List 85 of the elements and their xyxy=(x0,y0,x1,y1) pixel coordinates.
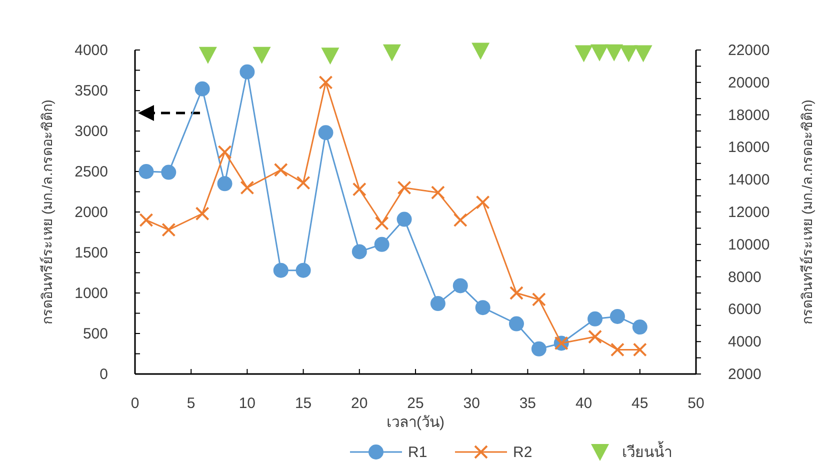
point xyxy=(198,46,217,64)
point xyxy=(632,342,647,357)
y2-tick-label: 6000 xyxy=(728,301,762,318)
point xyxy=(475,300,490,316)
point xyxy=(476,195,490,210)
y-tick-label: 500 xyxy=(82,326,108,342)
y2-tick-label: 2000 xyxy=(728,366,762,383)
point xyxy=(610,308,625,324)
point xyxy=(318,125,334,140)
x-tick-label: 10 xyxy=(238,395,256,412)
y2-tick-label: 10000 xyxy=(728,236,770,254)
legend-label: เวียนน้ำ xyxy=(622,441,672,461)
x-tick-label: 30 xyxy=(463,395,480,412)
point xyxy=(453,213,468,228)
point xyxy=(452,278,468,294)
x-tick-label: 15 xyxy=(294,395,312,412)
point xyxy=(610,342,624,357)
point xyxy=(430,296,446,312)
point xyxy=(321,48,340,65)
y2-tick-label: 18000 xyxy=(728,106,770,124)
point xyxy=(590,44,609,62)
point xyxy=(194,81,210,96)
point xyxy=(574,45,593,62)
y2-tick-label: 20000 xyxy=(728,74,770,92)
x-tick-label: 50 xyxy=(688,395,704,412)
x-tick-label: 25 xyxy=(407,395,424,412)
x-tick-label: 0 xyxy=(130,395,140,412)
y-axis-title: กรดอินทรีย์ระเหย (มก./ล.กรดอะซิติก) xyxy=(39,100,55,324)
y2-tick-label: 8000 xyxy=(728,268,762,286)
legend-label: R1 xyxy=(408,444,428,461)
point xyxy=(509,286,524,300)
y2-tick-label: 14000 xyxy=(728,172,770,189)
x-tick-label: 20 xyxy=(351,395,368,412)
y-tick-label: 2000 xyxy=(74,204,108,221)
point xyxy=(374,236,390,252)
y2-axis-title: กรดอินทรีย์ระเหย (มก./ล.กรดอะซิติก) xyxy=(799,100,815,324)
y-tick-label: 1000 xyxy=(74,285,108,302)
x-axis-title: เวลา(วัน) xyxy=(386,414,444,431)
point xyxy=(532,292,546,306)
point xyxy=(217,176,232,192)
y-tick-label: 2500 xyxy=(74,164,108,180)
point xyxy=(352,244,367,260)
point xyxy=(195,206,210,221)
x-tick-label: 5 xyxy=(186,395,196,412)
point xyxy=(588,330,602,344)
point xyxy=(430,186,445,200)
point xyxy=(508,316,524,332)
point xyxy=(531,341,546,356)
point xyxy=(296,262,311,278)
point xyxy=(472,42,490,60)
point xyxy=(396,212,412,227)
legend-label: R2 xyxy=(513,444,532,461)
y2-tick-label: 12000 xyxy=(728,204,770,221)
y-tick-label: 4000 xyxy=(74,42,108,59)
point xyxy=(139,213,154,228)
y2-tick-label: 22000 xyxy=(728,42,770,59)
point xyxy=(274,162,288,177)
point xyxy=(296,176,310,190)
point xyxy=(240,64,255,80)
point xyxy=(162,222,176,237)
point xyxy=(374,216,389,230)
point xyxy=(632,320,648,335)
point xyxy=(252,46,271,64)
point xyxy=(634,45,652,62)
y2-tick-label: 4000 xyxy=(728,334,762,351)
point xyxy=(273,262,288,278)
x-tick-label: 35 xyxy=(519,395,536,412)
y-tick-label: 3500 xyxy=(74,82,108,100)
point xyxy=(382,44,401,62)
point xyxy=(218,145,232,160)
point xyxy=(620,45,638,62)
y-tick-label: 0 xyxy=(100,366,108,383)
point xyxy=(138,164,154,179)
y-tick-label: 3000 xyxy=(74,123,108,140)
point xyxy=(397,180,412,195)
point xyxy=(588,311,603,326)
y2-tick-label: 16000 xyxy=(728,139,770,156)
point xyxy=(605,44,624,62)
point xyxy=(352,182,366,196)
x-tick-label: 45 xyxy=(632,395,648,412)
point xyxy=(161,164,176,180)
y-tick-label: 1500 xyxy=(74,244,108,262)
point xyxy=(240,180,254,195)
point xyxy=(318,75,333,90)
x-tick-label: 40 xyxy=(575,395,592,412)
